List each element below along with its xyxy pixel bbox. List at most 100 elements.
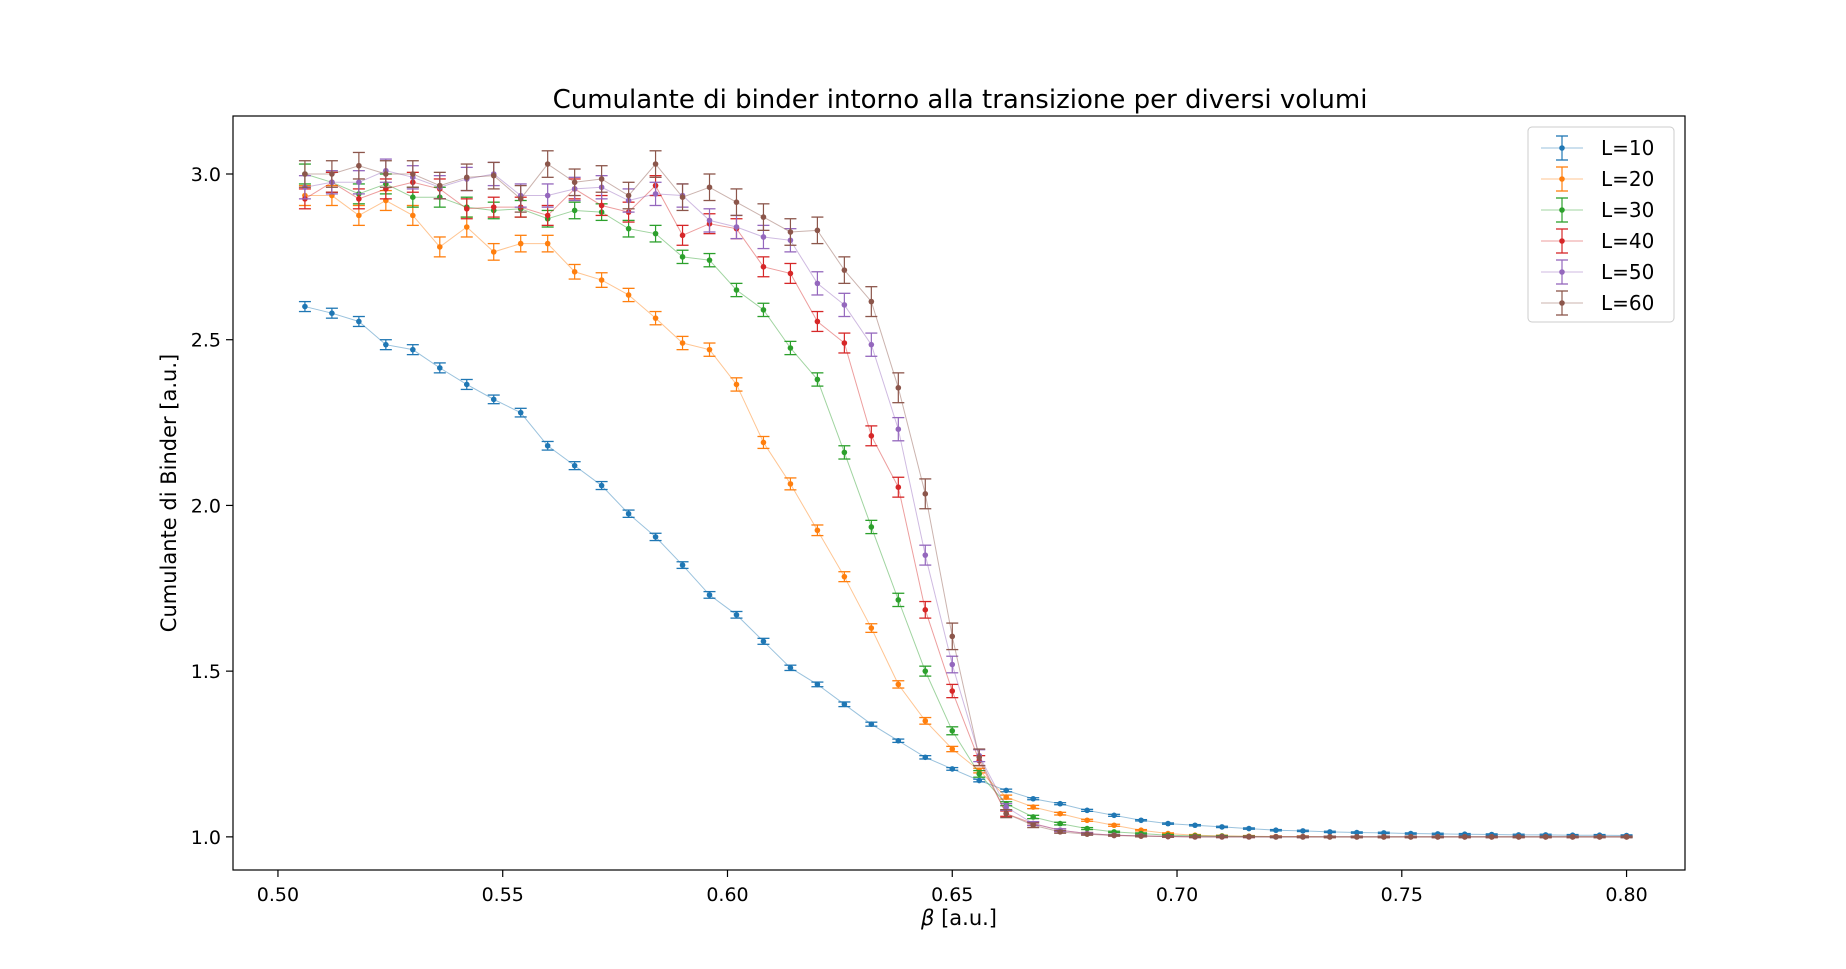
data-point xyxy=(895,681,902,688)
data-point xyxy=(1273,827,1279,834)
data-point xyxy=(383,171,389,177)
y-axis-label: Cumulante di Binder [a.u.] xyxy=(157,354,181,632)
data-point xyxy=(760,264,767,270)
data-point xyxy=(517,409,524,416)
data-point xyxy=(1461,834,1468,840)
legend-items: L=10 L=20 L=30 L=40 L=50 L=60 xyxy=(1541,135,1654,316)
data-point xyxy=(356,162,362,169)
series-line xyxy=(304,173,1627,838)
data-point xyxy=(760,638,767,645)
data-point xyxy=(1246,825,1252,832)
data-point xyxy=(517,196,524,202)
series-line xyxy=(304,163,1627,838)
data-point xyxy=(571,462,578,469)
data-point xyxy=(571,268,578,275)
data-point xyxy=(868,298,875,305)
data-point xyxy=(544,192,551,199)
data-point xyxy=(679,232,686,239)
data-point xyxy=(1057,800,1063,807)
y-tick-label: 1.5 xyxy=(191,661,221,683)
data-point xyxy=(410,171,416,177)
legend-item-l-10: L=10 xyxy=(1541,135,1654,161)
series-l-60 xyxy=(298,150,1633,840)
data-point xyxy=(949,766,956,772)
data-point xyxy=(1030,804,1036,810)
data-point xyxy=(895,597,902,603)
data-point xyxy=(1138,817,1144,824)
data-point xyxy=(517,240,524,247)
data-point xyxy=(760,214,767,220)
data-point xyxy=(787,229,794,235)
data-point xyxy=(463,381,470,388)
data-point xyxy=(356,196,362,202)
data-point xyxy=(1030,795,1036,802)
series-l-10 xyxy=(298,300,1633,839)
data-point xyxy=(922,668,929,674)
data-point xyxy=(868,341,875,348)
data-point xyxy=(1057,820,1063,827)
data-point xyxy=(598,482,605,489)
data-point xyxy=(1300,834,1306,840)
data-point xyxy=(1003,787,1010,794)
data-point xyxy=(868,524,875,530)
data-point xyxy=(463,224,470,230)
data-point xyxy=(1138,833,1144,839)
data-point xyxy=(1434,834,1441,840)
data-point xyxy=(1192,834,1198,840)
data-point xyxy=(706,346,713,353)
data-point xyxy=(922,607,929,613)
data-point xyxy=(841,573,848,580)
data-point xyxy=(652,534,659,540)
legend-label: L=20 xyxy=(1601,167,1654,191)
legend-item-l-30: L=30 xyxy=(1541,197,1654,223)
data-point xyxy=(895,484,902,491)
legend-item-l-50: L=50 xyxy=(1541,259,1654,285)
series-line xyxy=(304,181,1627,838)
data-point xyxy=(679,340,686,346)
data-point xyxy=(1165,833,1171,840)
data-point xyxy=(598,277,605,283)
data-point xyxy=(787,345,794,351)
data-point xyxy=(895,426,902,433)
data-point xyxy=(625,510,632,517)
data-point xyxy=(1569,834,1576,840)
data-point xyxy=(787,481,794,487)
y-tick-label: 1.0 xyxy=(191,827,221,849)
data-point xyxy=(814,318,821,325)
data-point xyxy=(625,225,632,232)
data-point xyxy=(733,287,740,293)
data-point xyxy=(1219,824,1225,830)
data-point xyxy=(625,292,632,298)
chart-title: Cumulante di binder intorno alla transiz… xyxy=(553,85,1368,115)
data-point xyxy=(733,381,740,388)
legend-marker xyxy=(1559,145,1565,151)
y-tick-label: 2.0 xyxy=(191,495,221,517)
series-layer xyxy=(298,150,1633,840)
data-point xyxy=(571,207,578,214)
data-point xyxy=(1515,834,1522,840)
data-point xyxy=(1407,834,1414,840)
data-point xyxy=(1327,834,1333,840)
data-point xyxy=(1084,807,1090,814)
data-point xyxy=(895,384,902,391)
x-tick-label: 0.75 xyxy=(1381,884,1423,906)
data-point xyxy=(1084,825,1090,832)
data-point xyxy=(544,212,551,219)
data-point xyxy=(1003,804,1010,810)
data-point xyxy=(652,230,659,237)
legend: L=10 L=20 L=30 L=40 L=50 L=60 xyxy=(1527,126,1675,323)
data-point xyxy=(1003,810,1010,817)
data-point xyxy=(841,340,848,346)
x-axis: 0.50 0.55 0.60 0.65 0.70 0.75 0.80 xyxy=(257,870,1648,906)
data-point xyxy=(1354,834,1360,840)
data-point xyxy=(895,737,902,744)
data-point xyxy=(490,172,497,179)
data-point xyxy=(922,491,929,497)
legend-label: L=50 xyxy=(1601,260,1654,284)
data-point xyxy=(814,227,821,234)
y-axis: 1.0 1.5 2.0 2.5 3.0 xyxy=(191,164,233,849)
plot-frame xyxy=(232,115,1686,871)
data-point xyxy=(490,249,497,255)
data-point xyxy=(436,244,443,250)
